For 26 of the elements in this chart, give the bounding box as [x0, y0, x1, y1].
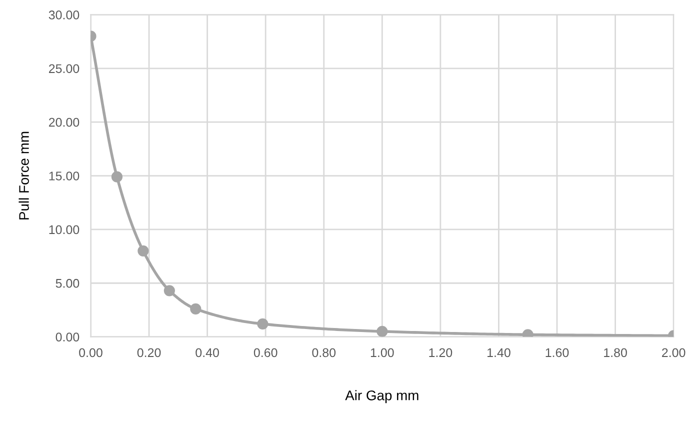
point [111, 171, 123, 182]
x-tick-label: 1.80 [604, 348, 627, 358]
y-axis-title: Pull Force mm [18, 132, 29, 220]
x-tick-label: 0.00 [79, 348, 102, 358]
y-tick-label: 20.00 [48, 118, 80, 127]
y-tick-label: 15.00 [49, 172, 80, 180]
x-tick-label: 2.00 [662, 348, 686, 358]
x-tick-label: 0.20 [137, 348, 161, 358]
y-tick-label: 0.00 [56, 332, 80, 342]
x-tick-label: 0.40 [196, 348, 219, 358]
x-axis-title: Air Gap mm [345, 390, 418, 404]
x-tick-label: 0.80 [312, 348, 336, 358]
y-tick-label: 10.00 [49, 225, 80, 234]
point [164, 285, 175, 296]
x-tick-label: 1.60 [546, 348, 569, 358]
point [376, 326, 388, 337]
point [257, 318, 268, 330]
x-tick-label: 0.60 [254, 348, 278, 358]
point [190, 303, 202, 314]
point [138, 245, 149, 256]
y-tick-label: 5.00 [56, 278, 80, 288]
y-tick-label: 25.00 [48, 64, 80, 74]
x-tick-label: 1.40 [488, 348, 510, 358]
y-tick-label: 30.00 [48, 10, 80, 20]
x-tick-label: 1.20 [429, 348, 452, 358]
x-tick-label: 1.00 [370, 348, 394, 358]
